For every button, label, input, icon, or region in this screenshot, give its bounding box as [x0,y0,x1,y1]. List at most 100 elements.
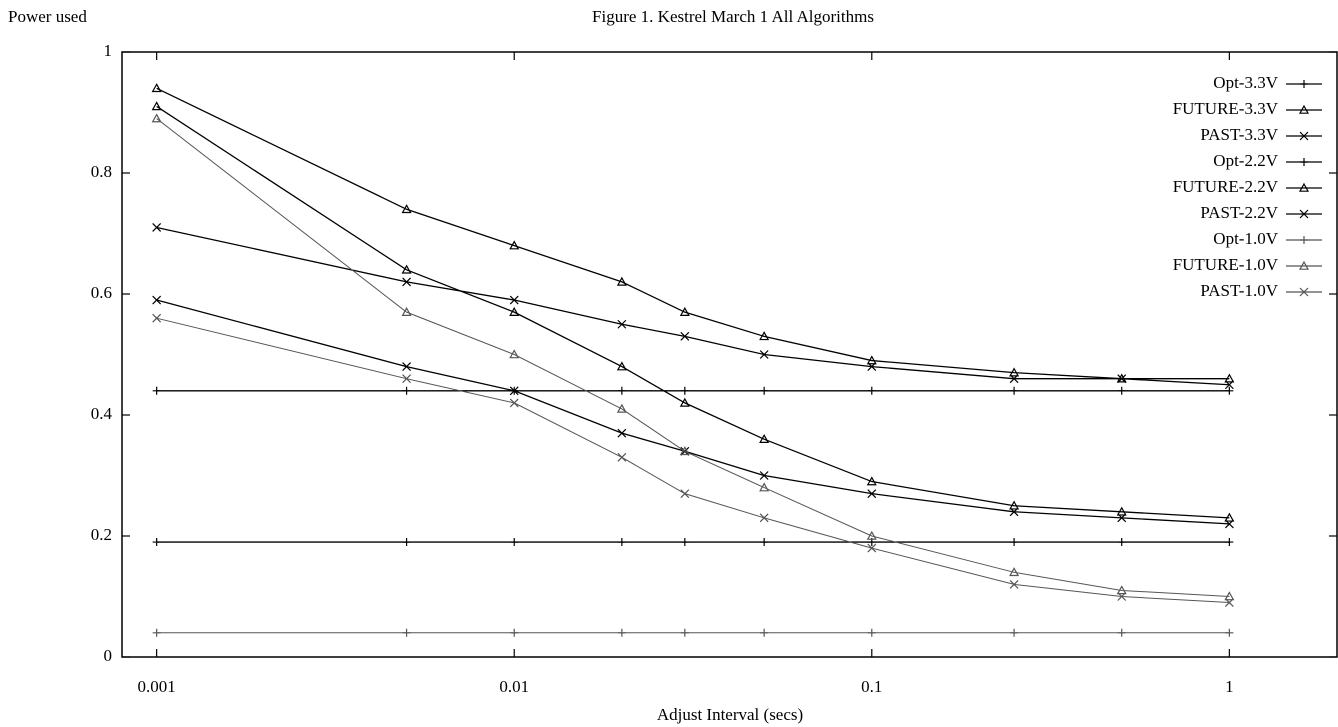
point [509,240,520,250]
point [679,306,690,316]
point [1224,373,1235,383]
legend-label: Opt-2.2V [1213,151,1278,170]
legend-marker [1298,182,1310,192]
legend-label: FUTURE-2.2V [1173,177,1279,196]
legend-marker [1298,260,1310,270]
point [402,277,412,287]
legend-marker [1300,236,1308,244]
point [617,538,626,547]
point [1117,538,1126,547]
point [867,628,876,637]
y-tick-label: 1 [104,41,113,60]
point [152,295,162,305]
point [401,306,412,316]
point [866,476,877,486]
point [867,489,877,499]
point [1010,628,1019,637]
legend-marker [1299,131,1309,141]
legend-label: FUTURE-1.0V [1173,255,1279,274]
point [1224,591,1235,601]
x-tick-label: 0.01 [499,677,529,696]
point [760,386,769,395]
point [759,350,769,359]
legend-label: PAST-3.3V [1200,125,1278,144]
point [680,538,689,547]
point [680,628,689,637]
point [401,264,412,274]
point [760,538,769,547]
point [152,628,161,637]
point [867,362,877,372]
plot-frame [121,51,1338,658]
series-line [156,118,1230,597]
point [1224,380,1234,390]
point [402,628,411,637]
point [1117,513,1127,523]
legend-label: Opt-3.3V [1213,73,1278,92]
point [1224,519,1234,529]
series-line [156,317,1230,604]
y-tick-label: 0.8 [91,162,112,181]
point [617,628,626,637]
point [1009,579,1019,589]
point [152,386,161,395]
point [510,628,519,637]
point [152,313,162,323]
x-axis-label: Adjust Interval (secs) [657,705,803,724]
series-line [156,226,1230,386]
point [1225,538,1234,547]
point [760,628,769,637]
point [1117,386,1126,395]
point [1224,598,1234,607]
point [680,386,689,395]
point [510,538,519,547]
point [759,331,770,341]
point [402,538,411,547]
point [1010,538,1019,547]
y-tick-label: 0 [104,646,113,665]
legend-label: Opt-1.0V [1213,229,1278,248]
point [617,452,627,462]
point [1225,386,1234,395]
legend-marker [1300,80,1308,88]
point [617,319,627,329]
point [680,489,690,499]
point [759,513,769,523]
point [759,471,769,480]
legend-label: PAST-2.2V [1200,203,1278,222]
legend-marker [1300,158,1308,166]
point [680,331,690,341]
point [1117,628,1126,637]
point [1116,585,1127,595]
series-line [156,87,1230,380]
legend-marker [1298,104,1310,114]
point [679,397,690,407]
point [1010,386,1019,395]
point [867,543,877,553]
point [616,361,627,371]
point [1117,374,1127,384]
x-tick-label: 0.1 [861,677,882,696]
point [679,446,690,456]
point [402,362,412,372]
point [617,428,627,438]
point [616,403,627,413]
point [151,83,162,93]
point [509,306,520,316]
point [866,530,877,540]
legend-label: FUTURE-3.3V [1173,99,1279,118]
y-tick-label: 0.6 [91,283,112,302]
point [1117,592,1127,601]
point [1009,374,1019,384]
point [509,386,519,396]
legend-marker [1299,209,1309,219]
point [1116,506,1127,516]
point [152,223,162,232]
point [1224,512,1235,522]
y-tick-label: 0.2 [91,525,112,544]
legend-label: PAST-1.0V [1200,281,1278,300]
point [759,482,770,492]
point [1009,567,1020,577]
